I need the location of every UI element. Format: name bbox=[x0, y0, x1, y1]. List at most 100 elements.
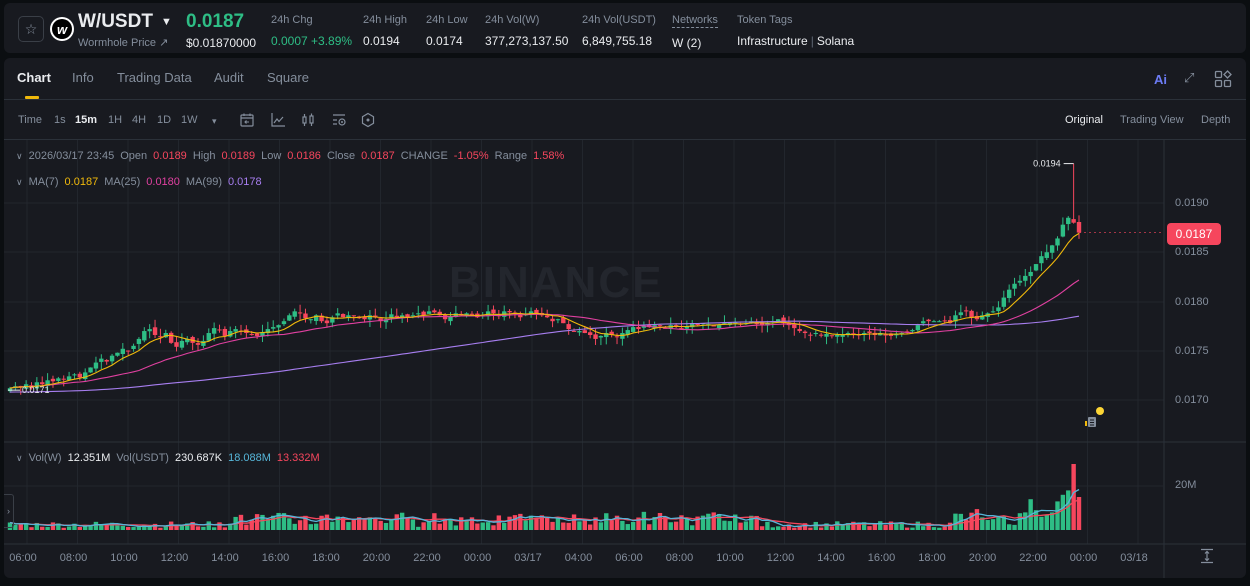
expand-icon[interactable]: ⤢ bbox=[1184, 70, 1195, 85]
wormhole-logo: w bbox=[50, 17, 74, 41]
vol-usdt-value: 230.687K bbox=[174, 452, 223, 464]
price-axis-label: 0.0170 bbox=[1175, 394, 1209, 406]
time-axis-label: 08:00 bbox=[59, 552, 88, 564]
ma-legend: ∨ MA(7) 0.0187 MA(25) 0.0180 MA(99) 0.01… bbox=[16, 176, 262, 188]
view-depth[interactable]: Depth bbox=[1201, 114, 1231, 126]
ohlc-legend: ∨ 2026/03/17 23:45 Open 0.0189 High 0.01… bbox=[16, 150, 564, 162]
candlestick-chart[interactable]: 0.0194 0.0171 bbox=[4, 140, 1246, 578]
vol-ma5-value: 18.088M bbox=[228, 452, 271, 464]
ma99-label: MA(99) bbox=[185, 176, 222, 188]
time-axis-label: 22:00 bbox=[1019, 552, 1047, 564]
time-axis-label: 22:00 bbox=[413, 552, 441, 564]
current-price-tag: 0.0187 bbox=[1167, 223, 1221, 245]
pair-name: W/USDT bbox=[78, 11, 153, 32]
coin-price-link[interactable]: Wormhole Price ↗ bbox=[78, 37, 169, 49]
vol-w-value: 12.351M bbox=[67, 452, 111, 464]
stat-label: 24h High bbox=[363, 14, 408, 26]
legend-open-label: Open bbox=[120, 150, 148, 162]
view-original[interactable]: Original bbox=[1065, 114, 1103, 126]
market-header: ☆ w W/USDT ▼ Wormhole Price ↗ 0.0187 $0.… bbox=[4, 3, 1246, 53]
vol-usdt-label: Vol(USDT) bbox=[116, 452, 169, 464]
view-trading-view[interactable]: Trading View bbox=[1120, 114, 1184, 126]
last-price-usd: $0.01870000 bbox=[186, 36, 257, 50]
legend-change: -1.05% bbox=[453, 150, 489, 162]
timeframe-1h[interactable]: 1H bbox=[108, 114, 123, 126]
layout-grid-icon[interactable] bbox=[1214, 70, 1232, 88]
time-axis-label: 16:00 bbox=[867, 552, 896, 564]
hexagon-settings-icon[interactable] bbox=[360, 112, 376, 128]
time-axis-label: 20:00 bbox=[362, 552, 391, 564]
binance-watermark: BINANCE bbox=[449, 258, 664, 307]
stat-networks[interactable]: Networks W (2) bbox=[672, 14, 718, 50]
timeframe-1w[interactable]: 1W bbox=[181, 114, 198, 126]
ma25-label: MA(25) bbox=[104, 176, 141, 188]
tag-separator: | bbox=[810, 34, 814, 48]
stat-24h-change: 24h Chg 0.0007 +3.89% bbox=[271, 14, 352, 48]
timeframe-15m[interactable]: 15m bbox=[75, 114, 98, 126]
time-axis-label: 03/18 bbox=[1120, 552, 1148, 564]
stat-24h-low: 24h Low 0.0174 bbox=[426, 14, 468, 48]
stat-label: 24h Chg bbox=[271, 14, 313, 26]
stat-label: Networks bbox=[672, 14, 718, 28]
legend-range-label: Range bbox=[494, 150, 528, 162]
price-axis-label: 0.0185 bbox=[1175, 246, 1209, 258]
legend-date: 2026/03/17 23:45 bbox=[28, 150, 115, 162]
ma7-value: 0.0187 bbox=[64, 176, 99, 188]
tab-square[interactable]: Square bbox=[267, 70, 309, 85]
time-axis-label: 14:00 bbox=[817, 552, 845, 564]
auto-scale-icon[interactable] bbox=[1200, 548, 1214, 564]
stat-24h-vol-usdt: 24h Vol(USDT) 6,849,755.18 bbox=[582, 14, 656, 48]
price-axis-label: 0.0180 bbox=[1175, 296, 1209, 308]
stat-value: 0.0007 +3.89% bbox=[271, 34, 353, 48]
svg-text:0.0171: 0.0171 bbox=[22, 385, 50, 395]
stat-24h-high: 24h High 0.0194 bbox=[363, 14, 407, 48]
time-axis-label: 14:00 bbox=[211, 552, 239, 564]
news-feed-icon[interactable] bbox=[1083, 414, 1099, 430]
stat-label: 24h Vol(W) bbox=[485, 14, 540, 26]
stat-value: 0.0194 bbox=[363, 34, 400, 48]
tag-solana[interactable]: Solana bbox=[816, 34, 855, 48]
legend-change-label: CHANGE bbox=[400, 150, 448, 162]
timeframe-4h[interactable]: 4H bbox=[132, 114, 147, 126]
time-label[interactable]: Time bbox=[18, 114, 43, 126]
time-axis-label: 06:00 bbox=[9, 552, 37, 564]
tab-info[interactable]: Info bbox=[72, 70, 94, 85]
more-timeframes-caret-icon[interactable]: ▾ bbox=[212, 116, 217, 126]
tab-audit[interactable]: Audit bbox=[214, 70, 244, 85]
ma99-value: 0.0178 bbox=[227, 176, 262, 188]
stat-label: Token Tags bbox=[737, 14, 793, 26]
tag-infrastructure[interactable]: Infrastructure bbox=[737, 34, 808, 48]
price-axis-label: 0.0175 bbox=[1175, 345, 1209, 357]
legend-low: 0.0186 bbox=[287, 150, 321, 162]
ai-button[interactable]: Ai bbox=[1154, 72, 1167, 87]
stat-label: 24h Low bbox=[426, 14, 468, 26]
collapse-chevron-icon[interactable]: ∨ bbox=[16, 176, 23, 187]
caret-down-icon: ▼ bbox=[160, 16, 172, 28]
ma25-value: 0.0180 bbox=[146, 176, 180, 188]
collapse-chevron-icon[interactable]: ∨ bbox=[16, 452, 23, 463]
indicator-chart-icon[interactable] bbox=[270, 112, 286, 128]
tab-trading-data[interactable]: Trading Data bbox=[117, 70, 192, 85]
chart-settings-icon[interactable] bbox=[331, 112, 347, 128]
stat-24h-vol-w: 24h Vol(W) 377,273,137.50 bbox=[485, 14, 568, 48]
calendar-goto-icon[interactable] bbox=[239, 112, 255, 128]
time-axis-label: 00:00 bbox=[463, 552, 492, 564]
legend-high-label: High bbox=[192, 150, 216, 162]
time-axis-label: 08:00 bbox=[665, 552, 694, 564]
expand-sidebar-handle[interactable]: › bbox=[4, 494, 14, 528]
chevron-right-icon: › bbox=[7, 506, 10, 516]
ma7-label: MA(7) bbox=[28, 176, 59, 188]
time-axis-label: 20:00 bbox=[968, 552, 997, 564]
news-notification-dot bbox=[1096, 407, 1104, 415]
stat-value: 0.0174 bbox=[426, 34, 463, 48]
pair-selector[interactable]: W/USDT ▼ bbox=[78, 11, 172, 33]
candlestick-type-icon[interactable] bbox=[300, 112, 316, 128]
timeframe-1s[interactable]: 1s bbox=[54, 114, 66, 126]
tab-chart[interactable]: Chart bbox=[17, 70, 51, 99]
time-axis-label: 10:00 bbox=[716, 552, 744, 564]
collapse-chevron-icon[interactable]: ∨ bbox=[16, 150, 23, 161]
timeframe-1d[interactable]: 1D bbox=[157, 114, 172, 126]
stat-value: W (2) bbox=[672, 36, 702, 50]
legend-low-label: Low bbox=[261, 150, 282, 162]
favorite-star-button[interactable]: ☆ bbox=[18, 16, 44, 42]
